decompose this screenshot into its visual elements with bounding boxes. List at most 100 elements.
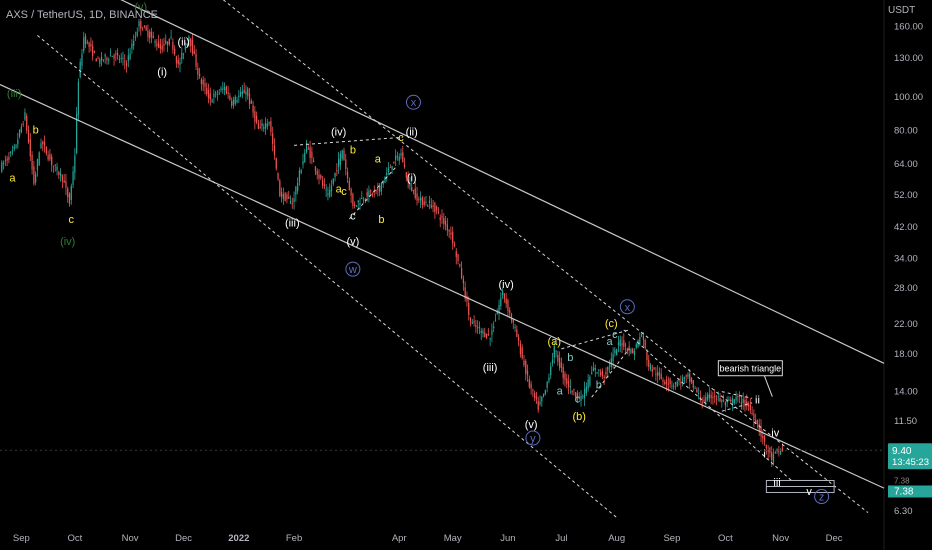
candle-body	[141, 29, 144, 31]
candle-body	[359, 203, 361, 205]
candle-body	[740, 402, 743, 405]
candle-body	[701, 401, 703, 404]
candle-body	[706, 394, 709, 401]
candle-body	[318, 174, 320, 179]
candle-body	[585, 386, 587, 393]
candle-body	[642, 336, 645, 340]
candle-body	[124, 61, 126, 63]
candle-body	[77, 81, 80, 116]
candle-body	[300, 169, 302, 173]
candle-body	[67, 188, 69, 198]
candle-body	[257, 122, 260, 130]
candle-body	[489, 337, 491, 340]
candle-body	[179, 62, 181, 65]
candle-body	[628, 346, 630, 351]
candle-body	[190, 38, 192, 47]
candle-body	[51, 156, 53, 165]
candle-body	[512, 319, 514, 323]
wave-label: w	[348, 264, 357, 276]
candle-body	[202, 79, 204, 85]
candle-body	[637, 340, 639, 348]
candle-body	[771, 452, 773, 460]
candle-body	[10, 151, 12, 154]
wave-label: (ii)	[177, 37, 189, 49]
candle-body	[395, 155, 397, 160]
candle-body	[607, 366, 609, 371]
candle-body	[95, 58, 97, 62]
candle-body	[309, 147, 311, 159]
candle-body	[660, 374, 662, 379]
wave-label: (v)	[525, 419, 538, 431]
time-tick-label: Apr	[392, 533, 407, 544]
candle-body	[102, 59, 104, 61]
candle-body	[477, 327, 479, 329]
time-tick-label: Sep	[663, 533, 680, 544]
candle-body	[715, 398, 718, 400]
candle-body	[297, 182, 299, 192]
channel-line	[0, 84, 885, 489]
candle-body	[414, 188, 416, 198]
candle-body	[186, 43, 188, 46]
candle-body	[149, 31, 151, 39]
candle-body	[108, 59, 110, 61]
candle-body	[559, 357, 561, 368]
candle-body	[47, 155, 49, 160]
candle-body	[24, 112, 26, 120]
candle-body	[469, 317, 472, 323]
dashed-trend-line	[623, 329, 794, 483]
candle-body	[482, 330, 484, 334]
candle-body	[537, 400, 539, 410]
candle-body	[494, 319, 497, 321]
candle-body	[514, 326, 516, 328]
candle-body	[125, 62, 128, 66]
candle-body	[380, 183, 383, 192]
candle-body	[501, 290, 504, 296]
symbol-title[interactable]: AXS / TetherUS, 1D, BINANCE	[6, 9, 159, 21]
candle-body	[485, 333, 488, 338]
candle-body	[591, 372, 593, 375]
wave-label: (iv)	[60, 236, 75, 248]
candle-body	[755, 419, 757, 424]
candle-body	[557, 355, 559, 362]
candle-body	[1, 162, 3, 172]
wave-label: i	[763, 448, 765, 460]
currency-label: USDT	[888, 5, 916, 16]
candle-body	[42, 141, 44, 145]
candle-body	[387, 168, 390, 173]
candle-body	[172, 41, 174, 50]
target-price-value: 7.38	[894, 486, 914, 497]
time-axis: Sep Oct Nov Dec 2022 Feb Apr May Jun Jul Aug Sep Oct…	[13, 533, 843, 544]
candle-body	[131, 43, 133, 49]
candle-body	[498, 305, 500, 314]
wave-label-circle	[814, 489, 830, 505]
candle-body	[355, 205, 358, 207]
candle-body	[681, 378, 684, 383]
candle-body	[744, 399, 746, 407]
candle-body	[539, 401, 541, 405]
wave-label: (ii)	[406, 126, 418, 138]
candle-body	[468, 303, 470, 315]
candle-body	[211, 99, 213, 103]
candle-body	[724, 402, 727, 406]
candle-body	[402, 152, 404, 163]
candle-body	[58, 172, 60, 175]
candle-body	[76, 113, 78, 153]
candle-body	[594, 367, 596, 370]
candle-body	[147, 30, 149, 38]
candle-body	[510, 313, 513, 321]
candle-body	[526, 370, 529, 376]
candle-body	[665, 379, 668, 385]
candle-body	[690, 377, 693, 383]
time-tick-label: 2022	[228, 533, 249, 544]
price-tick-label: 130.00	[894, 53, 923, 64]
candle-body	[298, 170, 301, 182]
candle-body	[238, 95, 240, 97]
candle-body	[327, 193, 329, 195]
candle-body	[575, 392, 577, 398]
candle-body	[430, 204, 432, 208]
candle-body	[168, 38, 170, 45]
candle-body	[657, 372, 659, 376]
candle-body	[601, 370, 604, 376]
